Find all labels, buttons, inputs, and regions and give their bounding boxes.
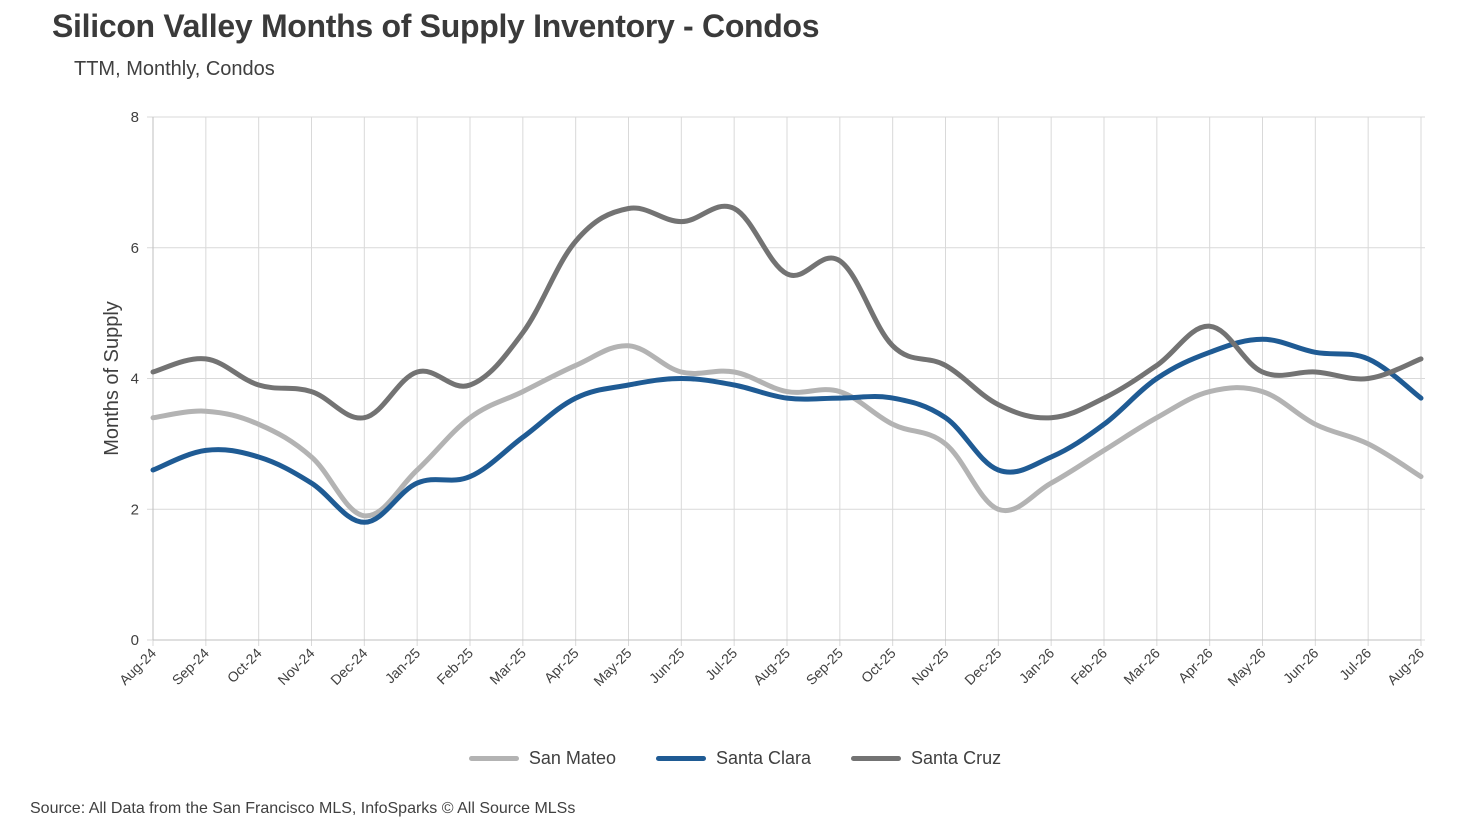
x-tick-label: Apr-25 xyxy=(541,645,582,686)
y-tick-label: 6 xyxy=(131,240,139,257)
x-tick-label: Dec-24 xyxy=(327,645,370,688)
x-tick-label: May-26 xyxy=(1224,645,1268,689)
x-tick-label: Dec-25 xyxy=(961,645,1004,688)
line-chart: 0 2 4 6 8 Aug-24 Sep-24 Oct-24 Nov-24 Dec-24 Jan-2… xyxy=(101,109,1427,689)
chart-title: Silicon Valley Months of Supply Inventor… xyxy=(52,8,820,44)
x-tick-label: Mar-26 xyxy=(1120,645,1163,688)
y-tick-label: 2 xyxy=(131,501,139,518)
axes xyxy=(152,117,1421,641)
x-tick-label: Aug-25 xyxy=(750,645,793,688)
axis-labels: 0 2 4 6 8 Aug-24 Sep-24 Oct-24 Nov-24 Dec-24 Jan-2… xyxy=(101,109,1427,689)
source-note: Source: All Data from the San Francisco … xyxy=(30,800,576,817)
x-tick-label: Jun-26 xyxy=(1280,645,1322,687)
x-tick-label: May-25 xyxy=(590,645,634,689)
x-tick-label: Nov-25 xyxy=(908,645,951,688)
x-tick-label: Jul-26 xyxy=(1336,645,1374,683)
y-tick-label: 0 xyxy=(131,632,139,649)
legend-item-san-mateo: San Mateo xyxy=(468,748,616,769)
series-line-san-mateo xyxy=(150,343,1424,519)
x-tick-label: Oct-25 xyxy=(858,645,899,686)
x-tick-label: Jun-25 xyxy=(646,645,688,687)
chart-subtitle: TTM, Monthly, Condos xyxy=(74,58,275,80)
legend-swatch xyxy=(655,756,706,761)
legend-swatch xyxy=(851,756,902,761)
y-tick-label: 8 xyxy=(131,109,139,126)
legend-label: Santa Cruz xyxy=(911,748,1002,768)
x-tick-label: Feb-26 xyxy=(1067,645,1110,688)
y-tick-label: 4 xyxy=(131,371,139,388)
x-tick-label: Sep-25 xyxy=(803,645,846,688)
chart-legend: San Mateo Santa Clara Santa Cruz xyxy=(0,748,1470,769)
series-line-santa-clara xyxy=(150,336,1424,525)
grid-lines xyxy=(147,116,1425,646)
legend-item-santa-cruz: Santa Cruz xyxy=(851,748,1001,769)
series-line-santa-cruz xyxy=(150,203,1424,421)
x-tick-label: Nov-24 xyxy=(274,645,317,688)
x-tick-label: Aug-26 xyxy=(1384,645,1427,688)
x-tick-label: Mar-25 xyxy=(486,645,529,688)
legend-label: Santa Clara xyxy=(715,748,812,768)
series-lines xyxy=(150,203,1424,525)
legend-swatch xyxy=(468,756,519,761)
legend-label: San Mateo xyxy=(528,748,616,768)
y-axis-title: Months of Supply xyxy=(101,301,123,456)
x-tick-label: Apr-26 xyxy=(1175,645,1216,686)
x-tick-label: Jul-25 xyxy=(702,645,740,683)
x-tick-label: Oct-24 xyxy=(224,645,265,686)
x-tick-label: Jan-26 xyxy=(1016,645,1058,687)
x-tick-label: Sep-24 xyxy=(169,645,212,688)
legend-item-santa-clara: Santa Clara xyxy=(655,748,812,769)
x-tick-label: Feb-25 xyxy=(433,645,476,688)
x-tick-label: Aug-24 xyxy=(116,645,159,688)
x-tick-label: Jan-25 xyxy=(382,645,424,687)
